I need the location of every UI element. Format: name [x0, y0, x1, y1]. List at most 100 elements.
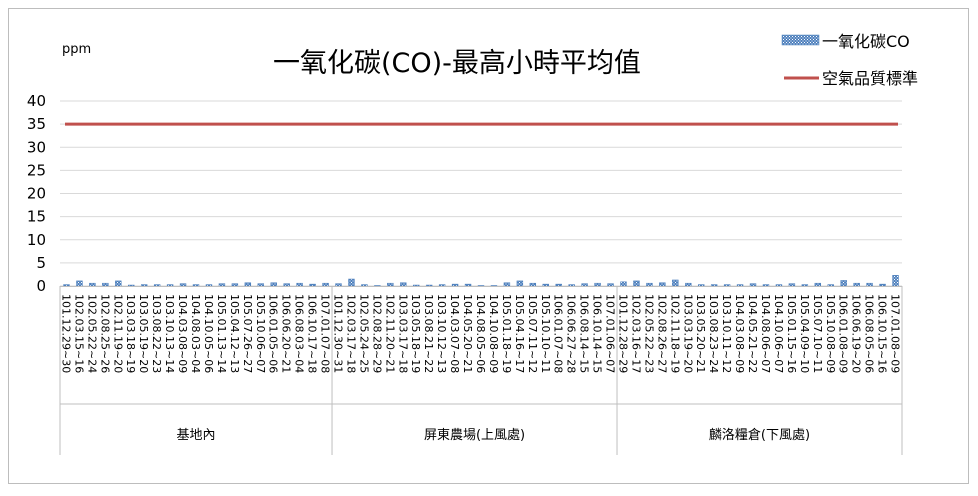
x-tick-label: 105.07.10~11 — [811, 294, 824, 373]
y-tick-label: 20 — [27, 185, 46, 203]
bar — [179, 283, 187, 287]
x-tick-label: 106.08.14~15 — [578, 294, 591, 373]
bar — [231, 283, 239, 287]
x-tick-label: 106.10.17~18 — [306, 294, 319, 373]
x-tick-label: 103.10.13~14 — [163, 294, 176, 373]
x-tick-label: 104.08.03~04 — [189, 294, 202, 373]
bar — [115, 280, 122, 287]
x-tick-label: 103.05.19~20 — [137, 294, 150, 373]
legend-bar-swatch — [781, 34, 820, 46]
bar — [581, 283, 588, 287]
bar — [192, 284, 200, 287]
y-axis-ticks: 0 5 10 15 20 25 30 35 40 — [27, 92, 46, 295]
y-tick-label: 35 — [27, 115, 46, 133]
bar — [205, 284, 213, 287]
bar — [257, 283, 264, 287]
bar — [477, 285, 485, 287]
bar — [892, 275, 899, 287]
x-tick-label: 101.12.28~29 — [616, 294, 629, 373]
x-tick-label: 105.07.11~12 — [526, 294, 539, 373]
x-tick-label: 105.10.06~07 — [254, 294, 267, 373]
bar — [140, 284, 148, 287]
bar — [620, 281, 627, 287]
x-tick-label: 103.08.22~23 — [150, 294, 163, 373]
bar — [710, 284, 718, 287]
bar — [607, 283, 614, 287]
bar — [749, 283, 757, 287]
bar — [672, 279, 679, 287]
bar — [335, 283, 342, 287]
bar — [283, 283, 290, 287]
bar — [490, 285, 498, 287]
x-tick-label: 106.06.19~20 — [850, 294, 863, 373]
x-tick-label: 103.10.12~13 — [435, 294, 448, 373]
y-tick-label: 30 — [27, 138, 46, 156]
legend-line-label: 空氣品質標準 — [822, 69, 918, 88]
x-tick-label: 106.06.20~21 — [280, 294, 293, 373]
x-tick-label: 105.07.26~27 — [241, 294, 254, 373]
bar — [723, 284, 731, 287]
x-tick-label: 105.01.13~14 — [215, 294, 228, 373]
bar — [633, 280, 640, 287]
x-tick-label: 106.06.27~28 — [565, 294, 578, 373]
x-group-label: 屏東農場(上風處) — [424, 427, 525, 443]
bar — [309, 283, 316, 287]
x-tick-label: 102.11.20~21 — [383, 294, 396, 373]
x-tick-label: 104.08.06~07 — [759, 294, 772, 373]
x-tick-label: 106.10.14~15 — [591, 294, 604, 373]
bar — [89, 282, 96, 287]
x-tick-label: 106.10.15~16 — [876, 294, 889, 373]
x-tick-label: 106.01.07~08 — [552, 294, 565, 373]
bar — [827, 284, 834, 287]
bar — [153, 284, 161, 287]
bar — [594, 282, 601, 287]
x-tick-label: 106.01.05~06 — [267, 294, 280, 373]
x-group-label: 麟洛糧倉(下風處) — [709, 427, 810, 443]
x-tick-label: 103.08.21~22 — [422, 294, 435, 373]
bar — [270, 282, 277, 287]
x-tick-label: 105.04.09~10 — [798, 294, 811, 373]
bar — [76, 280, 83, 287]
bar — [762, 284, 770, 287]
legend-bar-label: 一氧化碳CO — [822, 32, 910, 51]
bar — [322, 282, 329, 287]
x-tick-label: 102.11.18~19 — [668, 294, 681, 373]
bar — [166, 284, 174, 287]
x-tick-label: 104.03.08~09 — [176, 294, 189, 373]
bar — [361, 284, 368, 287]
y-tick-label: 0 — [36, 277, 46, 295]
x-tick-label: 106.01.08~09 — [837, 294, 850, 373]
x-tick-label: 103.03.17~18 — [396, 294, 409, 373]
x-tick-label: 103.05.18~19 — [409, 294, 422, 373]
x-tick-label: 105.04.12~13 — [228, 294, 241, 373]
x-tick-label: 103.03.18~19 — [124, 294, 137, 373]
bar — [542, 283, 549, 287]
bar — [387, 282, 394, 287]
bars — [63, 275, 899, 287]
bar — [128, 284, 135, 287]
bar — [840, 280, 847, 287]
x-axis: 101.12.29~30 102.03.15~16 102.05.22~24 102.… — [59, 286, 903, 455]
bar — [698, 284, 705, 287]
y-tick-label: 40 — [27, 92, 46, 110]
y-tick-label: 5 — [36, 254, 46, 272]
bar — [814, 282, 822, 287]
x-tick-label: 102.03.16~17 — [629, 294, 642, 373]
x-tick-label: 104.10.06~07 — [772, 294, 785, 373]
x-tick-label: 102.05.22~24 — [85, 294, 98, 373]
chart-title: 一氧化碳(CO)-最高小時平均值 — [273, 48, 641, 79]
bar — [400, 282, 407, 287]
y-axis-unit: ppm — [62, 42, 91, 57]
x-tick-label: 105.04.16~17 — [513, 294, 526, 373]
x-tick-label: 102.11.19~20 — [111, 294, 124, 373]
bar — [63, 284, 70, 287]
bar — [801, 284, 809, 287]
bar — [555, 283, 562, 287]
y-tick-label: 15 — [27, 208, 46, 226]
legend: 一氧化碳CO 空氣品質標準 — [781, 32, 918, 88]
x-tick-label: 106.08.03~04 — [293, 294, 306, 373]
x-tick-label: 102.03.17~18 — [344, 294, 357, 373]
bar — [529, 282, 537, 287]
x-tick-label: 103.05.20~21 — [694, 294, 707, 373]
